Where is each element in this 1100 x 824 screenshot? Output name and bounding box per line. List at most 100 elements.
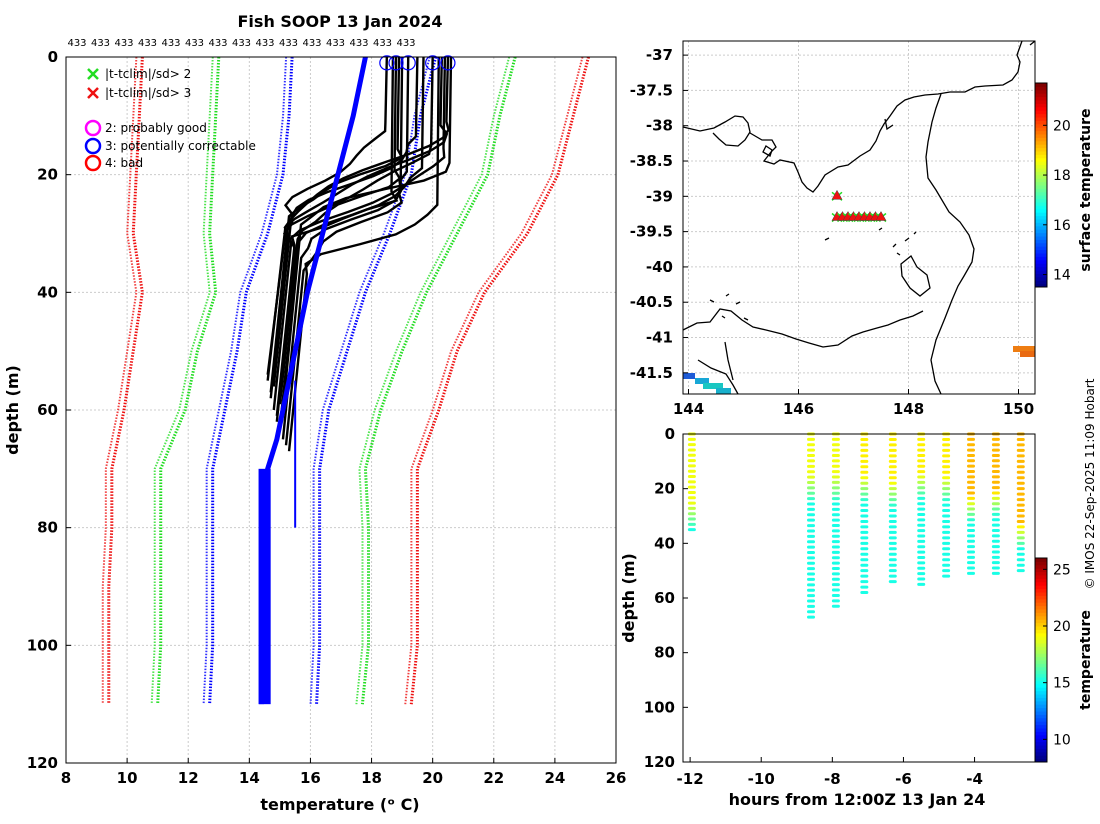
section-x-tick-label: -12	[677, 770, 704, 788]
map-y-tick-label: -37.5	[630, 81, 673, 99]
map-colorbar-swatch	[1035, 273, 1047, 278]
section-cast-sample	[888, 541, 897, 545]
map-colorbar-swatch	[1035, 144, 1047, 149]
map-colorbar-swatch	[1035, 242, 1047, 247]
map-colorbar-swatch	[1035, 123, 1047, 128]
section-cast-sample	[1016, 443, 1025, 447]
section-cast-sample	[942, 443, 951, 447]
section-y-tick-label: 40	[654, 534, 675, 552]
section-cast-sample	[807, 540, 815, 544]
section-cast-sample	[991, 437, 1000, 441]
section-cast-sample	[831, 448, 840, 452]
map-colorbar-swatch	[1035, 263, 1047, 268]
section-cast-sample	[888, 536, 897, 540]
section-cast-sample	[1016, 525, 1025, 529]
section-cast-sample	[831, 577, 840, 581]
climatology-envelope-sd3-low-shadow	[101, 56, 138, 705]
section-cast-sample	[991, 448, 1000, 452]
profile-count-label: 433	[114, 38, 133, 49]
section-cast-sample	[831, 470, 840, 474]
section-cast-sample	[967, 475, 975, 479]
section-cast-sample	[942, 525, 951, 529]
section-cast-sample	[942, 470, 951, 474]
section-colorbar-swatch	[1035, 697, 1047, 702]
section-cast-sample	[860, 470, 869, 474]
map-colorbar-swatch	[1035, 239, 1047, 244]
section-cast-sample	[687, 475, 696, 479]
map-colorbar-swatch	[1035, 205, 1047, 210]
section-cast-sample	[888, 569, 897, 573]
section-colorbar-swatch	[1035, 673, 1047, 678]
section-cast-sample	[888, 492, 897, 496]
section-colorbar-frame	[1034, 557, 1048, 763]
section-cast-sample	[917, 437, 926, 441]
section-cast-sample	[831, 486, 840, 490]
section-cast-sample	[967, 529, 975, 533]
section-cast-sample	[967, 561, 975, 565]
east-coast-line	[925, 93, 975, 395]
section-cast-sample	[860, 530, 869, 534]
map-y-ticks: -37 -37.5 -38 -38.5 -39 -39.5 -40 -40.5 -41 -41.5	[630, 46, 688, 382]
section-cast-sample	[860, 541, 869, 545]
map-colorbar-swatch	[1035, 253, 1047, 257]
section-colorbar-swatch	[1035, 680, 1047, 685]
profile-x-ticks: 8 10 12 14 16 18 20 22 24 26	[61, 758, 626, 787]
section-cast-sample	[942, 459, 951, 463]
section-cast-sample	[831, 567, 840, 571]
map-colorbar-swatch	[1035, 225, 1047, 230]
section-cast-sample	[807, 604, 815, 608]
section-colorbar-swatch	[1035, 626, 1047, 630]
section-colorbar-swatch	[1035, 646, 1047, 651]
section-cast-sample	[888, 498, 897, 502]
section-cast-sample	[831, 540, 840, 544]
section-colorbar-swatch	[1035, 731, 1047, 736]
map-colorbar-swatch	[1035, 110, 1047, 115]
section-cast-sample	[807, 454, 815, 458]
section-cast-sample	[1016, 465, 1025, 469]
map-colorbar-swatch	[1035, 236, 1047, 240]
section-cast-sample	[807, 594, 815, 598]
profile-x-tick-label: 10	[117, 769, 138, 787]
climatology-envelope-sd3-high	[409, 56, 590, 705]
section-cast-sample	[807, 507, 815, 511]
section-cast-sample	[1016, 470, 1025, 474]
section-cast-sample	[831, 588, 840, 592]
section-colorbar-swatch	[1035, 728, 1047, 732]
section-x-tick-label: -4	[966, 770, 983, 788]
section-cast-sample	[860, 585, 869, 589]
section-cast-sample	[991, 545, 1000, 549]
map-colorbar-swatch	[1035, 137, 1047, 142]
section-cast-sample	[942, 492, 951, 496]
section-cast-sample	[917, 453, 926, 457]
section-colorbar-swatch	[1035, 724, 1047, 729]
map-y-tick-label: -41	[646, 329, 673, 347]
map-colorbar-swatch	[1035, 212, 1047, 217]
section-cast-sample	[807, 524, 815, 528]
section-x-ticks: -12 -10 -8 -6 -4	[677, 757, 983, 788]
section-cast-sample	[807, 518, 815, 522]
section-cast-sample	[991, 555, 1000, 559]
section-colorbar-swatch	[1035, 663, 1047, 668]
profile-envelopes	[101, 56, 590, 705]
profile-x-tick-label: 18	[361, 769, 382, 787]
section-cast-sample	[888, 525, 897, 529]
profile-x-tick-label: 22	[483, 769, 504, 787]
map-colorbar-swatch	[1035, 195, 1047, 200]
section-cast-sample	[860, 547, 869, 551]
section-cast-sample	[942, 552, 951, 556]
section-colorbar-swatch	[1035, 595, 1047, 600]
sst-patch	[716, 388, 731, 394]
section-colorbar-swatch	[1035, 592, 1047, 596]
section-cast-sample	[860, 509, 869, 513]
track-triangle-marker	[831, 189, 843, 200]
section-cast-sample	[991, 518, 1000, 522]
section-y-ticks: 0 20 40 60 80 100 120	[644, 425, 688, 771]
port-phillip	[884, 118, 894, 131]
map-colorbar-swatch	[1035, 120, 1047, 125]
section-cast-sample	[991, 512, 1000, 516]
section-cast-sample	[917, 550, 926, 554]
section-cast-sample	[1016, 459, 1025, 463]
section-colorbar-swatch	[1035, 748, 1047, 753]
